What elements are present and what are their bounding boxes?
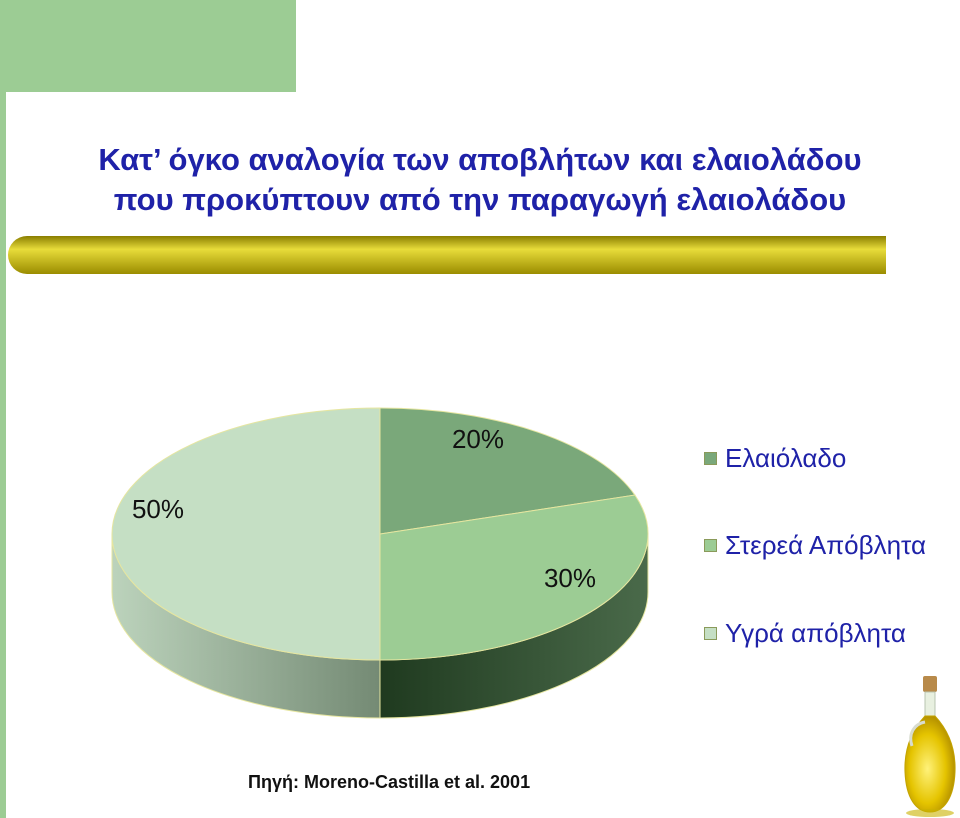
legend-label-liquid-waste: Υγρά απόβλητα [725,618,906,648]
legend-item-liquid-waste: Υγρά απόβλητα [704,618,906,649]
legend-item-solid-waste: Στερεά Απόβλητα [704,530,926,561]
title-underline-bar [8,236,886,274]
pie-data-label-0: 20% [452,424,504,454]
legend-label-olive-oil: Ελαιόλαδο [725,443,847,473]
slide-title: Κατ’ όγκο αναλογία των αποβλήτων και ελα… [20,140,940,220]
pie-data-label-1: 30% [544,563,596,593]
pie-data-label-2: 50% [132,494,184,524]
legend-swatch-olive-oil [704,452,717,465]
title-line-1: Κατ’ όγκο αναλογία των αποβλήτων και ελα… [98,142,862,177]
corner-decoration [0,0,296,92]
source-citation: Πηγή: Moreno-Castilla et al. 2001 [248,772,531,792]
pie-slice-2 [111,407,381,661]
legend-item-olive-oil: Ελαιόλαδο [704,443,846,474]
title-line-2: που προκύπτουν από την παραγωγή ελαιολάδ… [113,182,847,217]
legend-swatch-solid-waste [704,539,717,552]
left-decoration-strip [0,0,6,818]
pie-slice-0 [379,407,636,535]
olive-oil-bottle-icon [904,676,956,817]
pie-slice-1 [379,494,649,661]
legend-swatch-liquid-waste [704,627,717,640]
legend-label-solid-waste: Στερεά Απόβλητα [725,530,926,560]
